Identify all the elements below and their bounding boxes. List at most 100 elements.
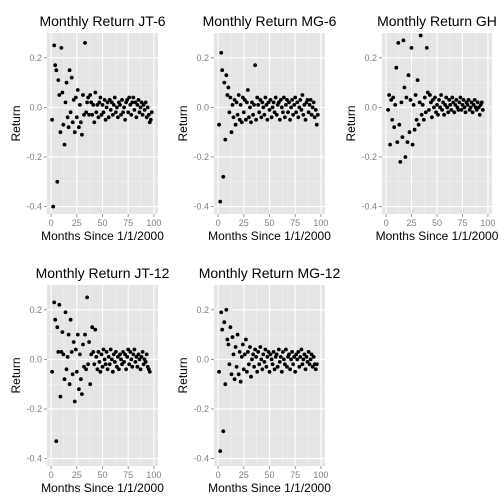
data-point <box>295 100 300 105</box>
data-point <box>121 110 125 115</box>
data-point <box>313 108 318 112</box>
data-point <box>56 350 61 354</box>
data-point <box>86 95 90 100</box>
x-tick-label: 100 <box>313 470 328 480</box>
data-point <box>301 357 306 362</box>
data-point <box>127 362 132 367</box>
data-point <box>122 360 126 364</box>
data-point <box>81 93 85 97</box>
data-point <box>224 73 229 78</box>
data-point <box>414 117 419 122</box>
data-point <box>52 300 57 305</box>
data-point <box>138 367 143 372</box>
data-point <box>407 130 412 135</box>
data-point <box>284 103 288 107</box>
data-point <box>114 110 118 115</box>
data-point <box>68 317 73 322</box>
data-point <box>315 112 320 117</box>
data-point <box>270 105 275 110</box>
data-point <box>300 93 305 97</box>
data-point <box>268 352 273 357</box>
panel-4: 0 25 50 75 100 -0.4 -0.2 0.0 0.2 Monthly Return J… <box>9 265 170 495</box>
data-point <box>147 369 152 374</box>
data-point <box>254 117 258 122</box>
x-tick-label: 50 <box>97 218 107 228</box>
data-point <box>84 110 88 115</box>
data-point <box>229 372 234 377</box>
data-point <box>259 115 264 120</box>
data-point <box>231 352 236 357</box>
data-point <box>298 355 303 359</box>
data-point <box>272 110 277 115</box>
data-point <box>294 110 299 115</box>
y-tick-label: -0.4 <box>361 202 377 212</box>
data-point <box>104 105 109 110</box>
data-point <box>71 340 76 344</box>
data-point <box>222 80 227 85</box>
data-point <box>145 105 150 110</box>
y-tick-label: -0.4 <box>193 202 209 212</box>
data-point <box>233 345 238 349</box>
data-point <box>256 350 261 354</box>
data-point <box>116 115 120 120</box>
data-point <box>424 46 429 50</box>
data-point <box>94 355 99 359</box>
data-point <box>437 98 441 102</box>
data-point <box>469 100 474 105</box>
data-point <box>100 103 105 107</box>
data-point <box>239 355 244 359</box>
data-point <box>271 100 276 105</box>
data-point <box>86 362 90 367</box>
x-tick-label: 100 <box>313 218 328 228</box>
data-point <box>283 115 287 120</box>
data-point <box>263 347 268 352</box>
data-point <box>226 342 231 347</box>
data-point <box>286 110 290 115</box>
data-point <box>62 142 67 147</box>
data-point <box>64 80 69 85</box>
data-point <box>50 369 54 374</box>
data-point <box>82 364 86 369</box>
data-point <box>430 115 434 120</box>
data-point <box>103 362 108 367</box>
data-point <box>446 110 451 115</box>
data-point <box>425 90 430 95</box>
data-point <box>77 125 81 130</box>
data-point <box>103 117 108 122</box>
data-point <box>227 362 232 367</box>
data-point <box>111 103 116 107</box>
data-point <box>93 327 98 332</box>
data-point <box>443 103 447 107</box>
data-point <box>51 204 56 209</box>
x-tick-label: 100 <box>146 470 161 480</box>
x-tick-label: 75 <box>123 470 133 480</box>
data-point <box>139 355 144 359</box>
data-point <box>279 369 284 374</box>
data-point <box>134 355 139 359</box>
chart-title: Monthly Return GH <box>377 13 497 29</box>
data-point <box>140 112 145 117</box>
data-point <box>252 103 256 107</box>
data-point <box>96 350 101 354</box>
data-point <box>475 100 480 105</box>
data-point <box>307 103 312 107</box>
data-point <box>88 382 93 387</box>
data-point <box>245 100 249 105</box>
data-point <box>123 117 127 122</box>
x-tick-label: 50 <box>264 470 274 480</box>
data-point <box>85 100 89 105</box>
y-tick-label: 0.0 <box>29 354 42 364</box>
data-point <box>480 108 485 112</box>
data-point <box>479 100 484 105</box>
data-point <box>69 350 74 354</box>
data-point <box>454 98 459 102</box>
data-point <box>249 120 253 125</box>
data-point <box>297 364 302 369</box>
data-point <box>107 98 112 102</box>
data-point <box>120 98 124 102</box>
data-point <box>69 75 74 80</box>
data-point <box>269 115 274 120</box>
data-point <box>264 103 269 107</box>
data-point <box>112 95 117 100</box>
